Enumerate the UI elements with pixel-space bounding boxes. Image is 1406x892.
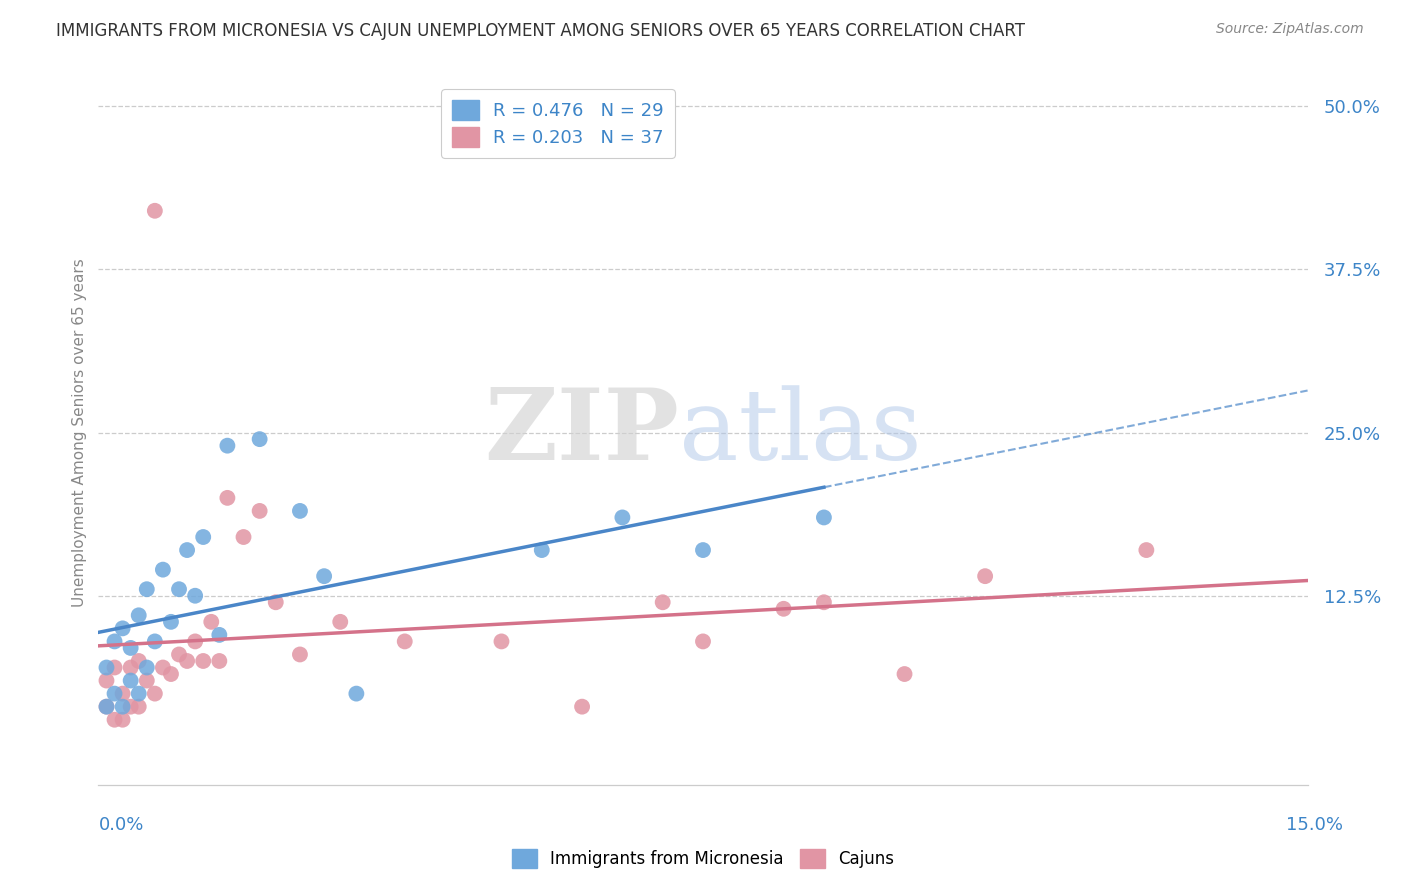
Point xyxy=(120,660,142,674)
Point xyxy=(160,667,183,681)
Point xyxy=(612,510,634,524)
Point xyxy=(143,634,166,648)
Point xyxy=(120,673,142,688)
Point xyxy=(120,699,142,714)
Point xyxy=(135,582,157,597)
Point xyxy=(167,648,190,662)
Point xyxy=(288,648,311,662)
Point xyxy=(264,595,287,609)
Point xyxy=(103,713,125,727)
Point xyxy=(208,628,231,642)
Text: 15.0%: 15.0% xyxy=(1285,816,1343,834)
Point xyxy=(692,543,714,558)
Point xyxy=(692,634,714,648)
Y-axis label: Unemployment Among Seniors over 65 years: Unemployment Among Seniors over 65 years xyxy=(72,259,87,607)
Point xyxy=(813,595,835,609)
Point xyxy=(143,687,166,701)
Point xyxy=(128,687,150,701)
Point xyxy=(193,530,215,544)
Point xyxy=(96,673,118,688)
Text: Source: ZipAtlas.com: Source: ZipAtlas.com xyxy=(1216,22,1364,37)
Point xyxy=(394,634,416,648)
Point xyxy=(232,530,254,544)
Point xyxy=(193,654,215,668)
Point xyxy=(128,654,150,668)
Point xyxy=(143,203,166,218)
Point xyxy=(128,699,150,714)
Point xyxy=(103,634,125,648)
Point xyxy=(176,543,198,558)
Point xyxy=(152,563,174,577)
Legend: Immigrants from Micronesia, Cajuns: Immigrants from Micronesia, Cajuns xyxy=(505,843,901,875)
Text: atlas: atlas xyxy=(679,384,921,481)
Point xyxy=(135,673,157,688)
Point xyxy=(128,608,150,623)
Point xyxy=(111,687,134,701)
Point xyxy=(96,699,118,714)
Point xyxy=(217,491,239,505)
Point xyxy=(329,615,352,629)
Point xyxy=(111,621,134,635)
Point xyxy=(813,510,835,524)
Point xyxy=(314,569,336,583)
Point xyxy=(208,654,231,668)
Point xyxy=(103,660,125,674)
Point xyxy=(120,640,142,655)
Point xyxy=(772,602,794,616)
Text: 0.0%: 0.0% xyxy=(98,816,143,834)
Point xyxy=(96,660,118,674)
Point xyxy=(571,699,593,714)
Point xyxy=(184,589,207,603)
Point xyxy=(111,713,134,727)
Point xyxy=(491,634,513,648)
Point xyxy=(111,699,134,714)
Point xyxy=(152,660,174,674)
Text: IMMIGRANTS FROM MICRONESIA VS CAJUN UNEMPLOYMENT AMONG SENIORS OVER 65 YEARS COR: IMMIGRANTS FROM MICRONESIA VS CAJUN UNEM… xyxy=(56,22,1025,40)
Point xyxy=(651,595,673,609)
Point xyxy=(974,569,997,583)
Point xyxy=(135,660,157,674)
Point xyxy=(184,634,207,648)
Text: ZIP: ZIP xyxy=(484,384,679,481)
Point xyxy=(176,654,198,668)
Point xyxy=(96,699,118,714)
Point xyxy=(200,615,222,629)
Point xyxy=(893,667,915,681)
Point xyxy=(288,504,311,518)
Point xyxy=(103,687,125,701)
Point xyxy=(160,615,183,629)
Point xyxy=(217,439,239,453)
Point xyxy=(344,687,367,701)
Point xyxy=(249,504,271,518)
Point xyxy=(530,543,553,558)
Point xyxy=(249,432,271,446)
Point xyxy=(1135,543,1157,558)
Point xyxy=(167,582,190,597)
Legend: R = 0.476   N = 29, R = 0.203   N = 37: R = 0.476 N = 29, R = 0.203 N = 37 xyxy=(441,89,675,158)
